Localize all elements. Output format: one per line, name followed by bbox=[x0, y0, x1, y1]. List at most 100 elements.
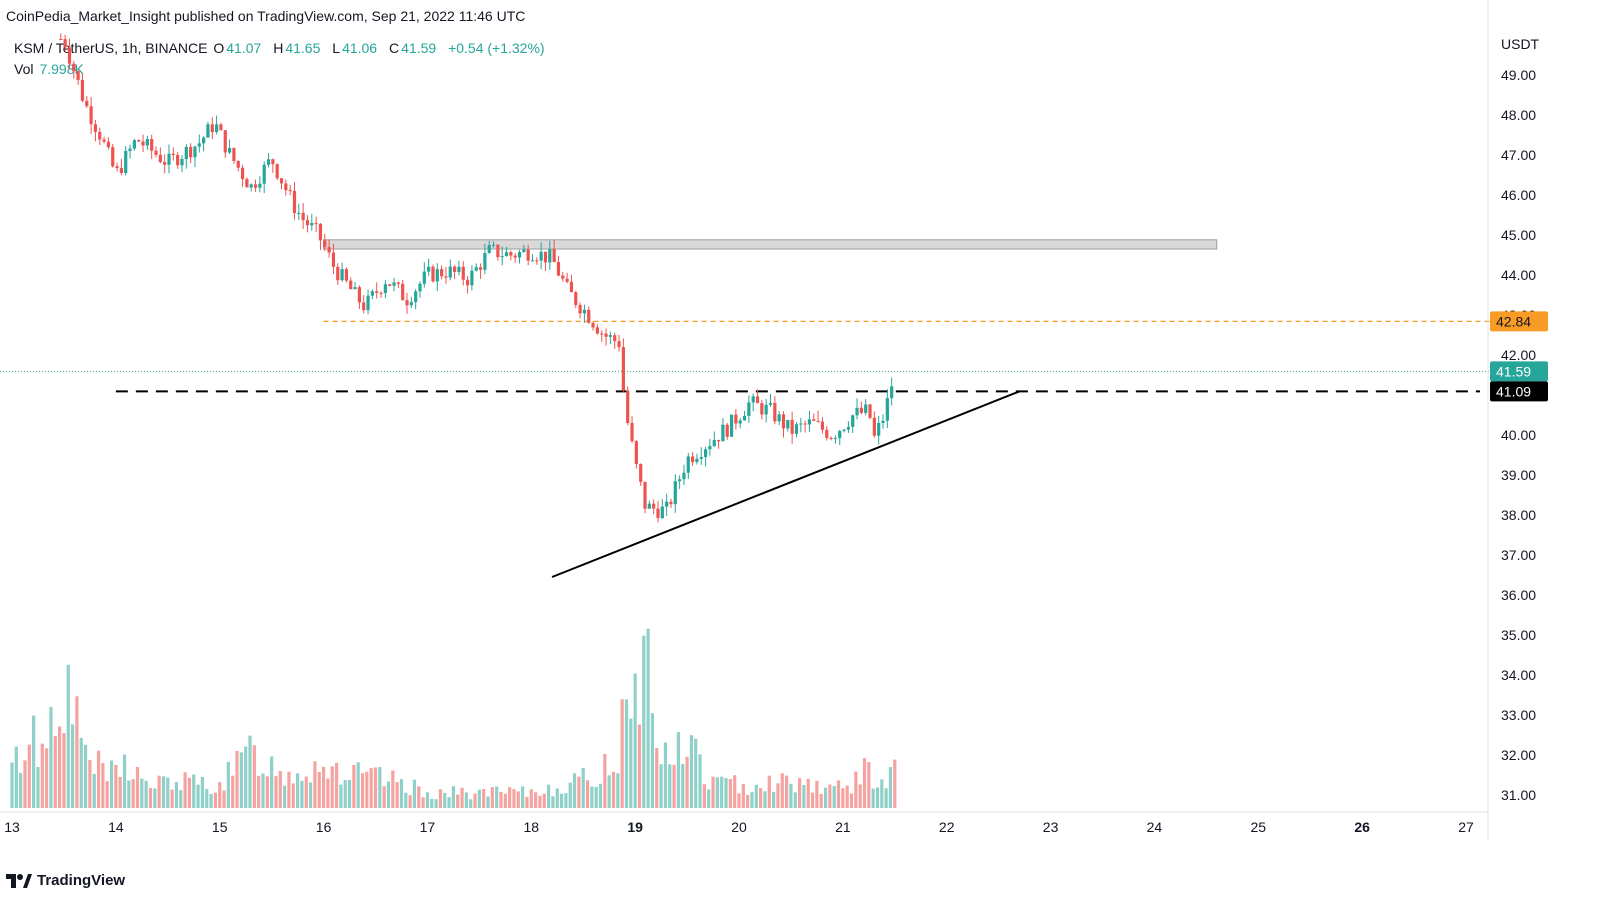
volume-bar bbox=[153, 788, 157, 808]
volume-bar bbox=[499, 791, 503, 808]
volume-bar bbox=[581, 767, 585, 808]
candle-body bbox=[271, 159, 275, 165]
brand-name: TradingView bbox=[37, 872, 126, 889]
volume-bar bbox=[525, 796, 529, 808]
candle-body bbox=[872, 417, 876, 436]
candle-body bbox=[474, 267, 478, 271]
volume-bar bbox=[715, 777, 719, 808]
candle-body bbox=[422, 271, 426, 284]
volume-bar bbox=[854, 771, 858, 808]
candle-body bbox=[331, 252, 336, 267]
volume-bar bbox=[750, 792, 754, 808]
volume-bar bbox=[564, 793, 568, 808]
volume-bar bbox=[650, 713, 655, 808]
volume-bar bbox=[10, 762, 14, 808]
candle-body bbox=[240, 167, 245, 180]
volume-bar bbox=[590, 786, 594, 808]
volume-bar bbox=[339, 784, 343, 808]
candle-body bbox=[158, 154, 162, 163]
candle-body bbox=[202, 137, 206, 144]
volume-bar bbox=[495, 786, 499, 808]
volume-bar bbox=[161, 776, 166, 808]
candle-body bbox=[336, 266, 340, 281]
volume-bar bbox=[754, 784, 758, 808]
volume-bar bbox=[806, 778, 810, 808]
volume-bar bbox=[646, 628, 650, 808]
volume-bar bbox=[698, 754, 702, 808]
volume-bar bbox=[122, 754, 127, 808]
volume-bar bbox=[369, 768, 373, 808]
candle-body bbox=[846, 426, 850, 430]
candle-body bbox=[708, 446, 712, 450]
volume-bar bbox=[49, 706, 53, 808]
candle-body bbox=[236, 160, 240, 168]
candle-body bbox=[820, 421, 825, 430]
candle-body bbox=[431, 266, 435, 282]
volume-bar bbox=[637, 724, 642, 808]
candle-body bbox=[288, 190, 292, 192]
volume-bar bbox=[386, 781, 391, 808]
volume-bar bbox=[832, 786, 836, 808]
price-axis: USDT49.0048.0047.0046.0045.0044.0043.004… bbox=[1501, 36, 1540, 803]
volume-bar bbox=[226, 761, 230, 808]
candle-body bbox=[470, 270, 474, 286]
volume-bar bbox=[880, 779, 884, 808]
candle-body bbox=[665, 501, 669, 507]
candle-body bbox=[301, 212, 305, 221]
price-tag-box bbox=[1490, 311, 1548, 332]
candle-body bbox=[137, 140, 141, 142]
candle-body bbox=[85, 100, 89, 107]
volume-bar bbox=[447, 797, 451, 808]
candle-body bbox=[171, 153, 175, 155]
tradingview-logo[interactable]: TradingView bbox=[6, 872, 125, 889]
candle-body bbox=[829, 438, 833, 440]
candle-body bbox=[556, 262, 561, 276]
volume-bar bbox=[274, 776, 278, 808]
candle-body bbox=[353, 287, 357, 290]
candle-body bbox=[816, 420, 820, 422]
volume-bar bbox=[555, 788, 559, 808]
high-label: H bbox=[273, 40, 284, 56]
symbol-name[interactable]: KSM / TetherUS, 1h, BINANCE bbox=[14, 40, 208, 56]
candle-body bbox=[703, 449, 708, 457]
resistance-zone bbox=[323, 239, 1218, 250]
volume-bar bbox=[763, 791, 767, 808]
candle-body bbox=[600, 333, 604, 335]
volume-bar bbox=[720, 776, 724, 808]
volume-bar bbox=[655, 748, 659, 808]
candle-body bbox=[141, 141, 145, 146]
candle-body bbox=[491, 244, 496, 246]
volume-bar bbox=[244, 746, 248, 808]
volume-bar bbox=[404, 792, 408, 808]
candle-body bbox=[881, 420, 885, 424]
candle-body bbox=[643, 481, 647, 509]
candle-body bbox=[266, 159, 271, 165]
price-tick-label: 37.00 bbox=[1501, 547, 1536, 563]
candle-body bbox=[375, 291, 379, 293]
volume-bar bbox=[408, 795, 412, 808]
volume-bar bbox=[572, 773, 577, 808]
candles-layer bbox=[59, 33, 894, 523]
candle-body bbox=[656, 508, 660, 519]
ascending-trendline bbox=[551, 390, 1020, 578]
candle-body bbox=[409, 302, 413, 306]
volume-bar bbox=[231, 775, 235, 808]
price-tag-label: 41.09 bbox=[1496, 383, 1531, 399]
candle-body bbox=[652, 503, 656, 509]
candle-body bbox=[522, 249, 526, 253]
volume-bar bbox=[767, 775, 771, 808]
candle-body bbox=[742, 415, 747, 421]
volume-bar bbox=[58, 726, 62, 808]
volume-bar bbox=[689, 735, 693, 808]
volume-bar bbox=[577, 776, 581, 808]
volume-bar bbox=[412, 779, 417, 808]
volume-bar bbox=[737, 793, 741, 808]
volume-bar bbox=[205, 789, 209, 808]
candle-body bbox=[768, 402, 773, 405]
time-tick-label: 16 bbox=[316, 819, 332, 835]
volume-bar bbox=[157, 775, 161, 808]
volume-bar bbox=[516, 791, 520, 808]
candle-body bbox=[755, 396, 760, 404]
candle-body bbox=[634, 441, 638, 465]
